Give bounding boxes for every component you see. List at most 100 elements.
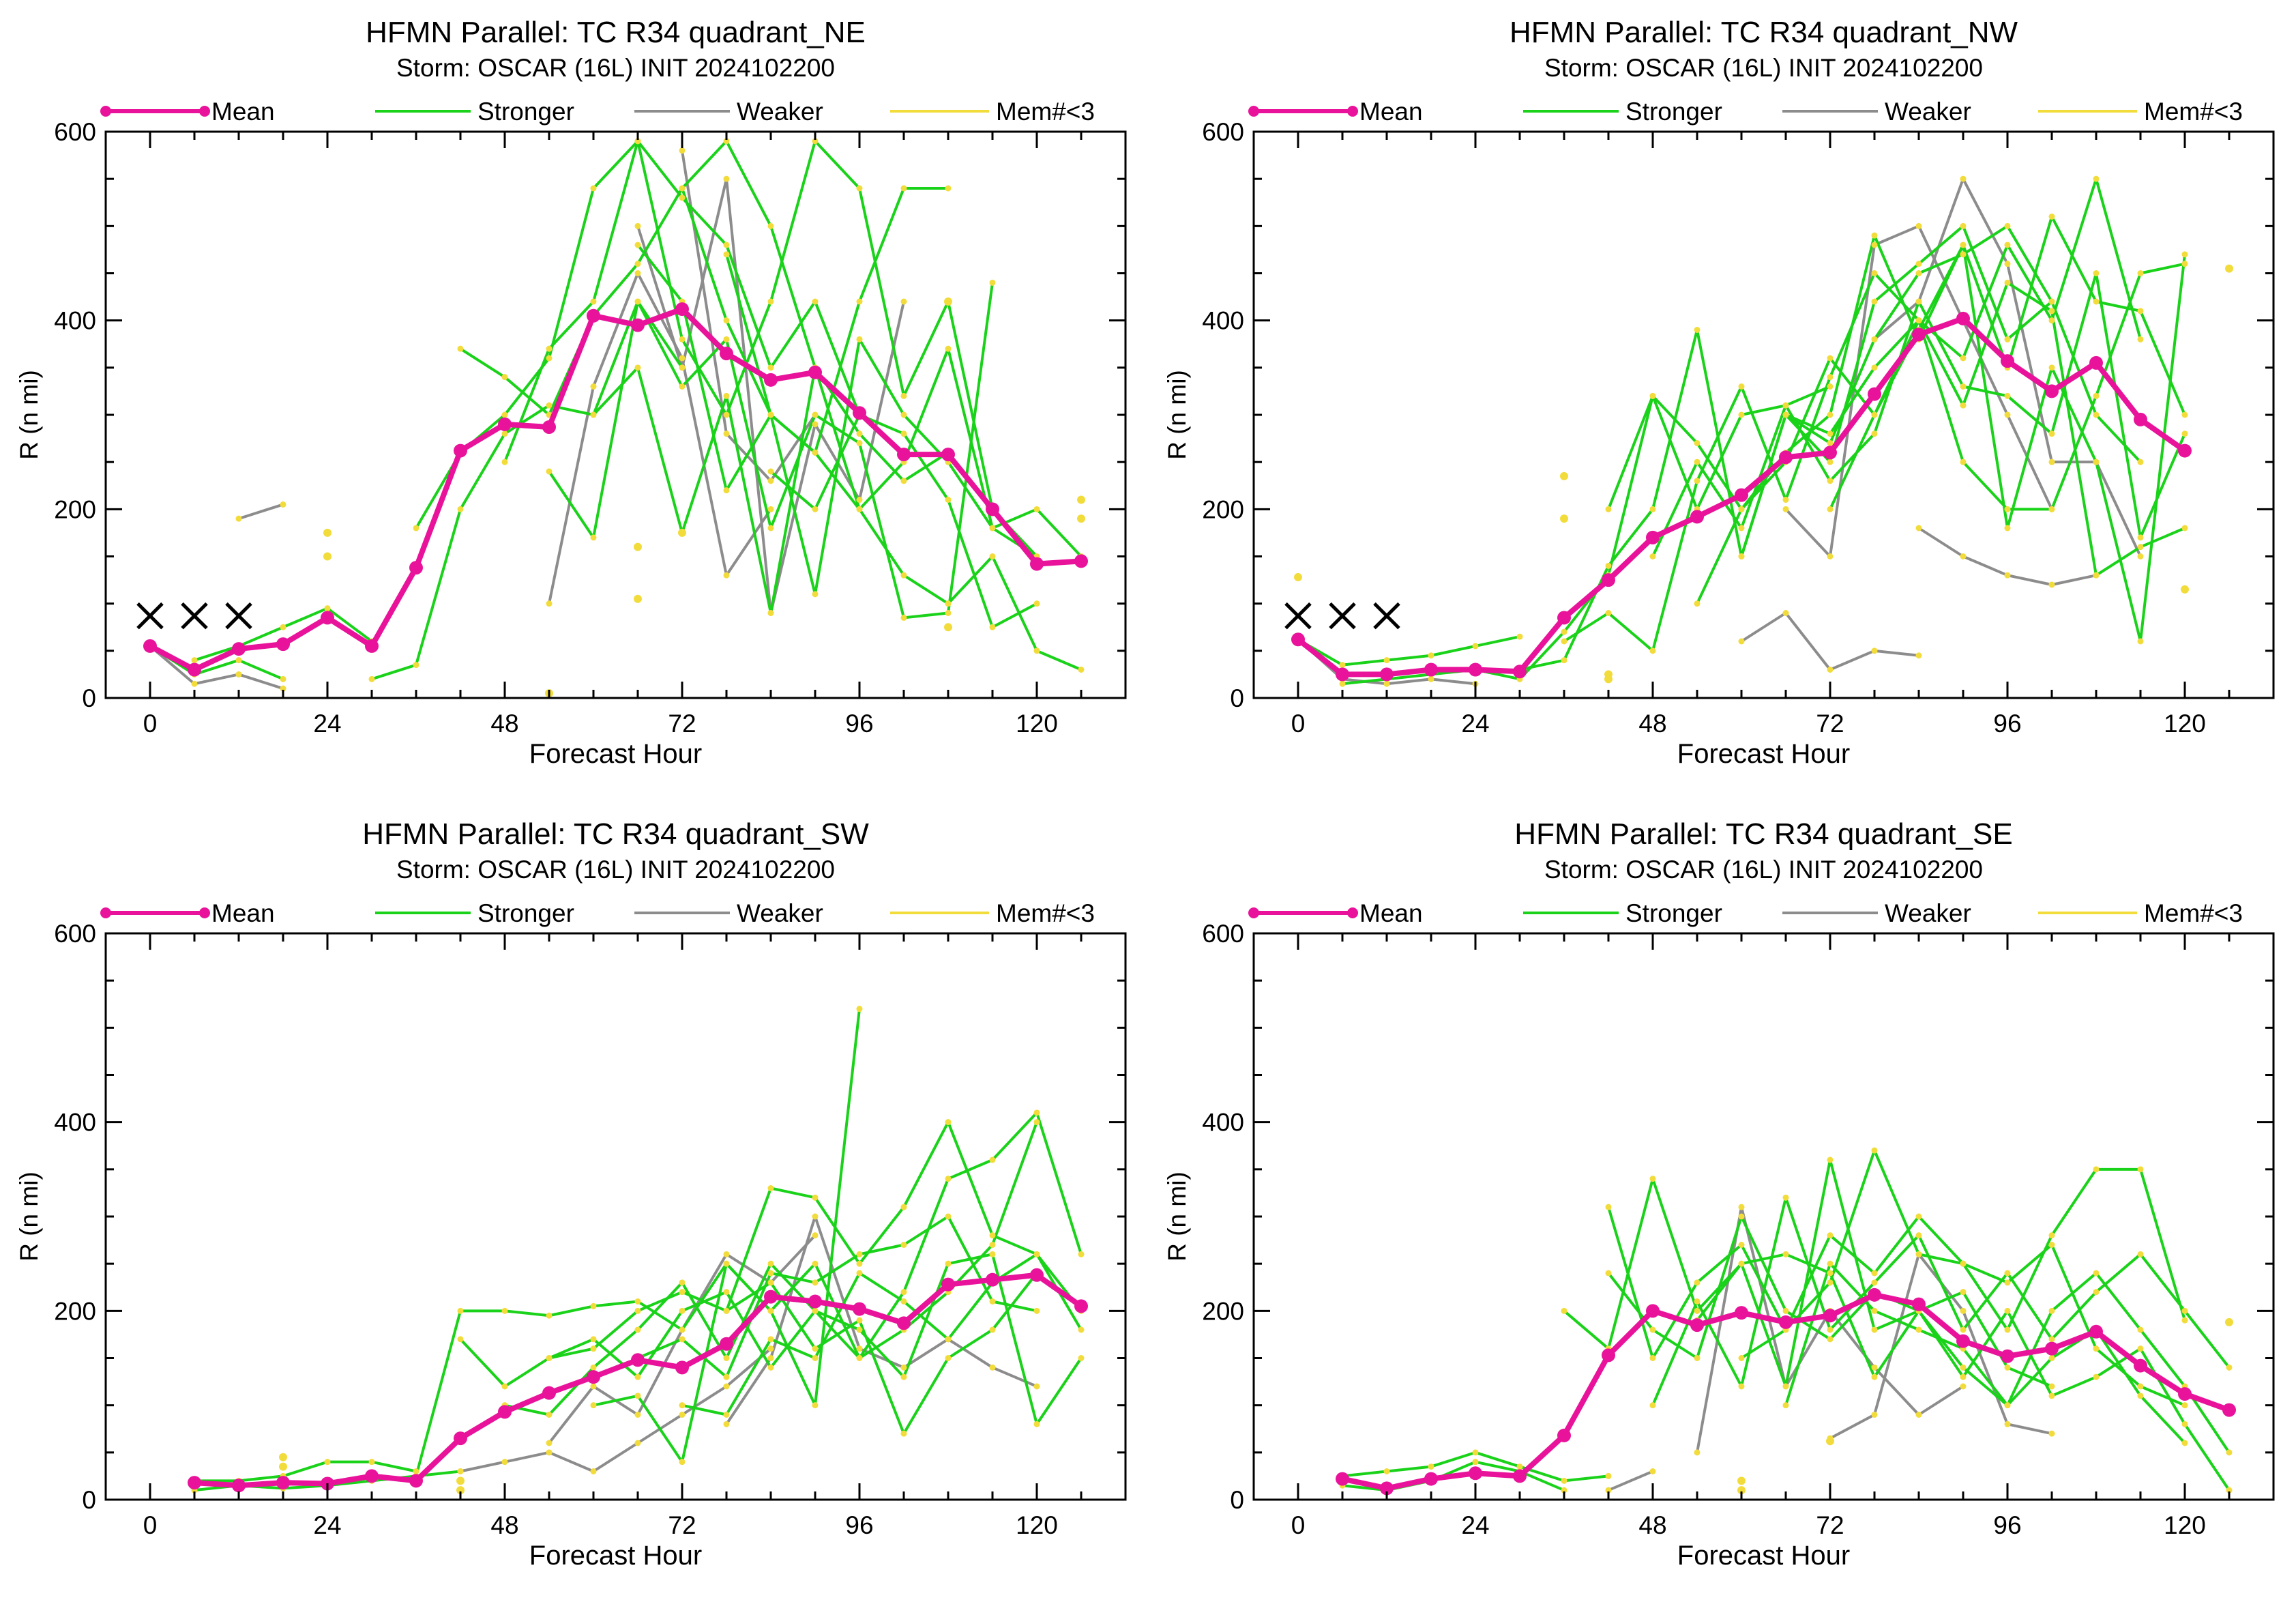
member-point (900, 1364, 907, 1371)
mem-lt3-point (944, 623, 952, 632)
member-point (723, 1383, 730, 1390)
member-point (2093, 270, 2100, 276)
member-point (590, 383, 597, 390)
member-point (1694, 1298, 1701, 1305)
member-point (1782, 1383, 1789, 1390)
member-point (1827, 1156, 1834, 1163)
mean-point (365, 639, 379, 653)
member-point (945, 1336, 952, 1343)
member-point (2048, 506, 2055, 512)
member-point (1827, 478, 1834, 484)
member-point (590, 1468, 597, 1474)
mem-lt3-point (279, 1462, 287, 1471)
mean-point (1956, 311, 1970, 325)
member-point (812, 138, 819, 145)
member-point (324, 1459, 331, 1466)
member-point (1694, 1279, 1701, 1286)
x-tick-label: 48 (490, 710, 518, 738)
member-point (1605, 562, 1612, 569)
member-point (2181, 1402, 2188, 1409)
member-point (2093, 1345, 2100, 1352)
member-point (900, 1242, 907, 1248)
observed-x-marker (1373, 602, 1400, 630)
member-point (1339, 662, 1346, 669)
member-point (235, 671, 242, 678)
mean-point (2178, 1387, 2192, 1401)
mean-point (808, 1294, 822, 1309)
plot-area (188, 1006, 1088, 1495)
member-point (457, 1307, 464, 1314)
member-point (1428, 1463, 1434, 1470)
x-tick-label: 0 (143, 710, 158, 738)
member-point (634, 1440, 641, 1446)
member-point (2093, 298, 2100, 305)
mean-point (2178, 443, 2192, 458)
member-point (900, 392, 907, 399)
member-point (1561, 1477, 1568, 1484)
member-point (2137, 1326, 2144, 1333)
member-point (1960, 1373, 1967, 1380)
member-point (945, 185, 952, 192)
mean-point (1735, 488, 1748, 502)
mean-point (1779, 1315, 1793, 1329)
mean-point (498, 417, 512, 431)
member-point (723, 1373, 730, 1380)
member-point (1694, 1307, 1701, 1314)
member-point (1339, 680, 1346, 687)
member-point (590, 185, 597, 192)
mean-point (853, 1302, 866, 1316)
member-point (900, 1289, 907, 1296)
member-point (2226, 1364, 2233, 1371)
mean-point (1030, 557, 1044, 571)
member-point (856, 336, 863, 343)
x-axis-label: Forecast Hour (1677, 739, 1850, 769)
x-tick-label: 24 (313, 1511, 341, 1539)
member-point (413, 1468, 420, 1474)
member-point (767, 222, 774, 229)
mean-point (1602, 573, 1615, 587)
member-point (900, 298, 907, 305)
member-point (1871, 1364, 1878, 1371)
member-point (2004, 1402, 2011, 1409)
member-point (546, 1355, 553, 1361)
member-point (2048, 298, 2055, 305)
x-tick-label: 96 (1993, 1511, 2021, 1539)
plot-area (136, 138, 1088, 698)
member-point (812, 411, 819, 418)
member-point (767, 1364, 774, 1371)
member-point (856, 497, 863, 503)
member-point (1915, 270, 1922, 276)
mean-point (808, 365, 822, 379)
legend-marker (1347, 907, 1358, 918)
member-point (945, 1119, 952, 1126)
legend-label: Weaker (1885, 899, 1971, 927)
member-point (1960, 1383, 1967, 1390)
member-point (1871, 1279, 1878, 1286)
member-point (2137, 1166, 2144, 1173)
mean-point (2089, 355, 2103, 370)
member-point (1960, 1289, 1967, 1296)
y-tick-label: 200 (1202, 495, 1244, 523)
y-axis-label: R (n mi) (1163, 1171, 1191, 1262)
member-point (2048, 458, 2055, 465)
mem-lt3-point (2181, 585, 2189, 594)
member-point (2004, 1279, 2011, 1286)
weaker-member-line (1608, 1470, 1653, 1492)
mean-point (1557, 611, 1571, 625)
member-point (590, 1336, 597, 1343)
weaker-member-line (548, 272, 772, 605)
mem-lt3-point (1560, 514, 1568, 523)
member-point (501, 374, 508, 381)
member-point (1915, 1326, 1922, 1333)
member-point (2093, 392, 2100, 399)
member-point (856, 506, 863, 512)
stronger-member-line (1607, 234, 2186, 643)
member-point (900, 572, 907, 579)
member-point (1782, 411, 1789, 418)
x-tick-label: 72 (1816, 710, 1844, 738)
member-point (1383, 1468, 1390, 1474)
member-point (2004, 242, 2011, 248)
member-point (812, 1232, 819, 1239)
weaker-member-line (460, 1348, 772, 1473)
chart-panel-ne: HFMN Parallel: TC R34 quadrant_NE Storm: … (15, 16, 1127, 769)
